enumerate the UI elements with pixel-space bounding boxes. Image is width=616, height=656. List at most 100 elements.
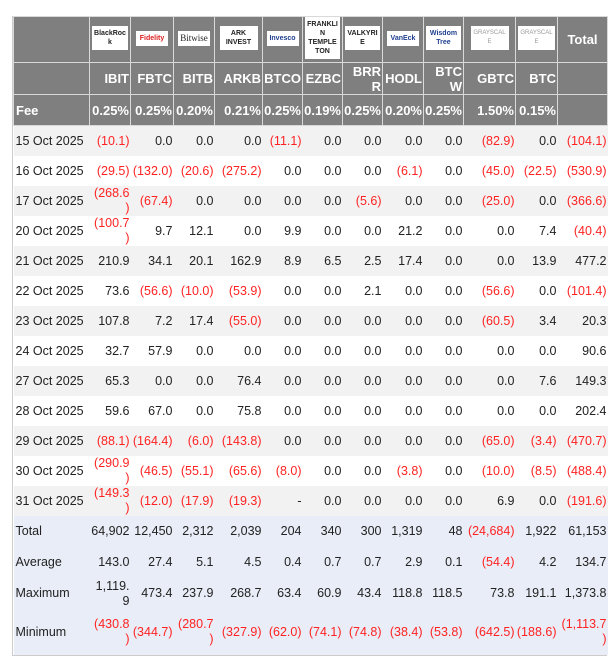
flow-cell: 473.4 bbox=[130, 578, 174, 609]
ticker-header: BTC bbox=[515, 62, 558, 95]
flow-cell: 2,312 bbox=[173, 516, 215, 547]
row-label: 31 Oct 2025 bbox=[13, 486, 90, 516]
flow-cell: 12.1 bbox=[173, 216, 215, 246]
flow-cell: (164.4) bbox=[130, 426, 174, 456]
flow-cell: 300 bbox=[342, 516, 383, 547]
table-row: 16 Oct 2025 (29.5) (132.0) (20.6) (275.2) 0.0… bbox=[13, 156, 608, 186]
flow-cell: (642.5) bbox=[463, 609, 516, 655]
flow-cell: 0.0 bbox=[302, 396, 343, 426]
flow-cell: 2.5 bbox=[342, 246, 383, 276]
flow-cell: 0.0 bbox=[342, 486, 383, 516]
flow-cell: 64,902 bbox=[89, 516, 131, 547]
flow-cell: 0.0 bbox=[342, 426, 383, 456]
ticker-header: BTCW bbox=[423, 62, 464, 95]
row-label: 29 Oct 2025 bbox=[13, 426, 90, 456]
flow-cell: (29.5) bbox=[89, 156, 131, 186]
flow-cell: (88.1) bbox=[89, 426, 131, 456]
flow-cell: 0.0 bbox=[423, 336, 464, 366]
flow-cell: 0.0 bbox=[302, 125, 343, 156]
flow-cell: (62.0) bbox=[262, 609, 303, 655]
flow-cell: 0.0 bbox=[463, 216, 516, 246]
row-label: 16 Oct 2025 bbox=[13, 156, 90, 186]
issuer-logo: VanEck bbox=[387, 30, 419, 46]
flow-cell: (132.0) bbox=[130, 156, 174, 186]
flow-cell: 0.0 bbox=[302, 456, 343, 486]
summary-row: Minimum (430.8) (344.7) (280.7) (327.9) (62.0… bbox=[13, 609, 608, 655]
total-cell: (366.6) bbox=[557, 186, 608, 216]
row-label: 17 Oct 2025 bbox=[13, 186, 90, 216]
flow-cell: 118.5 bbox=[423, 578, 464, 609]
row-label: Maximum bbox=[13, 578, 90, 609]
flow-cell: 0.0 bbox=[423, 486, 464, 516]
flow-cell: 0.0 bbox=[262, 426, 303, 456]
flow-cell: (56.6) bbox=[463, 276, 516, 306]
flow-cell: 0.0 bbox=[302, 486, 343, 516]
issuer-logo: GRAYSCALE bbox=[518, 26, 555, 50]
ticker-header: IBIT bbox=[89, 62, 131, 95]
fee-value: 0.20% bbox=[173, 94, 215, 126]
flow-cell: 48 bbox=[423, 516, 464, 547]
flow-cell: 0.0 bbox=[382, 186, 424, 216]
flow-cell: 0.0 bbox=[463, 396, 516, 426]
flow-cell: 6.5 bbox=[302, 246, 343, 276]
flow-cell: (430.8) bbox=[89, 609, 131, 655]
flow-cell: 210.9 bbox=[89, 246, 131, 276]
flow-cell: 0.0 bbox=[262, 186, 303, 216]
row-label: Minimum bbox=[13, 609, 90, 655]
flow-cell: 0.0 bbox=[302, 426, 343, 456]
flow-cell: 0.0 bbox=[302, 276, 343, 306]
flow-cell: 0.0 bbox=[302, 336, 343, 366]
flow-cell: (20.6) bbox=[173, 156, 215, 186]
logo-cell-gbtc: GRAYSCALE bbox=[463, 16, 516, 63]
flow-cell: (45.0) bbox=[463, 156, 516, 186]
row-label: 15 Oct 2025 bbox=[13, 125, 90, 156]
flow-cell: 0.0 bbox=[130, 125, 174, 156]
flow-cell: 340 bbox=[302, 516, 343, 547]
flow-cell: 0.0 bbox=[173, 186, 215, 216]
flow-cell: 1,319 bbox=[382, 516, 424, 547]
flow-cell: 21.2 bbox=[382, 216, 424, 246]
flow-cell: 0.7 bbox=[342, 547, 383, 578]
flow-cell: 3.4 bbox=[515, 306, 558, 336]
table-row: 23 Oct 2025 107.8 7.2 17.4 (55.0) 0.0 0.0 0.0 0.… bbox=[13, 306, 608, 336]
ticker-header: BITB bbox=[173, 62, 215, 95]
flow-cell: (74.1) bbox=[302, 609, 343, 655]
flow-cell: 0.0 bbox=[262, 156, 303, 186]
flow-cell: 43.4 bbox=[342, 578, 383, 609]
ticker-header: BTCO bbox=[262, 62, 303, 95]
flow-cell: 0.0 bbox=[342, 216, 383, 246]
flow-cell: 0.0 bbox=[463, 246, 516, 276]
total-cell: 202.4 bbox=[557, 396, 608, 426]
flow-cell: (17.9) bbox=[173, 486, 215, 516]
flow-cell: 0.0 bbox=[173, 366, 215, 396]
flow-cell: 268.7 bbox=[214, 578, 263, 609]
flow-cell: 0.0 bbox=[423, 366, 464, 396]
total-cell: 1,373.8 bbox=[557, 578, 608, 609]
flow-cell: (275.2) bbox=[214, 156, 263, 186]
fee-value: 0.25% bbox=[423, 94, 464, 126]
flow-cell: 191.1 bbox=[515, 578, 558, 609]
summary-row: Maximum 1,119.9 473.4 237.9 268.7 63.4 60.9 43.… bbox=[13, 578, 608, 609]
flow-cell: (24,684) bbox=[463, 516, 516, 547]
flow-cell: 1,922 bbox=[515, 516, 558, 547]
flow-cell: (3.4) bbox=[515, 426, 558, 456]
flow-cell: 0.0 bbox=[382, 125, 424, 156]
ticker-row: IBIT FBTC BITB ARKB BTCO EZBC BRRR HODL BTCW GBTC… bbox=[13, 62, 608, 95]
corner-cell bbox=[13, 62, 90, 95]
flow-cell: 73.6 bbox=[89, 276, 131, 306]
flow-cell: 0.0 bbox=[515, 186, 558, 216]
flow-cell: 0.0 bbox=[262, 276, 303, 306]
total-cell: 149.3 bbox=[557, 366, 608, 396]
flow-cell: 0.0 bbox=[423, 306, 464, 336]
etf-flows-table-container: BlackRock Fidelity Bitwise ARK INVEST Invesc… bbox=[12, 16, 608, 656]
fee-value: 0.15% bbox=[515, 94, 558, 126]
flow-cell: 107.8 bbox=[89, 306, 131, 336]
flow-cell: 0.0 bbox=[382, 426, 424, 456]
flow-cell: (12.0) bbox=[130, 486, 174, 516]
flow-cell: 57.9 bbox=[130, 336, 174, 366]
flow-cell: 0.0 bbox=[423, 125, 464, 156]
flow-cell: (188.6) bbox=[515, 609, 558, 655]
flow-cell: (55.1) bbox=[173, 456, 215, 486]
flow-cell: 0.0 bbox=[214, 125, 263, 156]
flow-cell: (38.4) bbox=[382, 609, 424, 655]
